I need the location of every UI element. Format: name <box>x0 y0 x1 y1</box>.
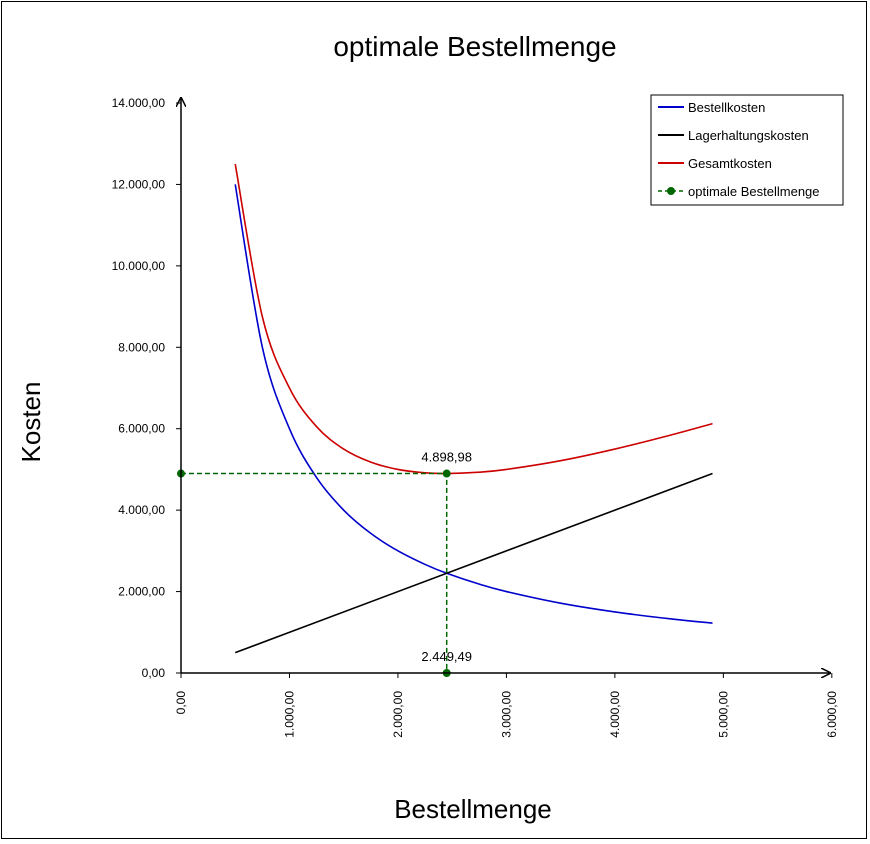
data-label: 2.449,49 <box>421 649 472 664</box>
legend-entry-label: optimale Bestellmenge <box>688 184 820 199</box>
y-axis-ticks: 0,00 2.000,00 4.000,00 6.000,00 8.000,00 10.0… <box>112 96 181 680</box>
series-lagerhaltungskosten-line <box>234 472 713 654</box>
x-axis-ticks: 0,00 1.000,00 2.000,00 3.000,00 4.000,00 5.00… <box>174 673 839 738</box>
x-tick-label: 2.000,00 <box>391 691 405 738</box>
y-tick-label: 2.000,00 <box>118 585 165 599</box>
series-optimale-bestellmenge-line <box>181 472 448 673</box>
legend-box <box>650 94 844 206</box>
y-tick-label: 0,00 <box>142 666 166 680</box>
x-tick-label: 4.000,00 <box>608 691 622 738</box>
chart-title: optimale Bestellmenge <box>333 31 616 62</box>
legend-marker <box>667 187 675 195</box>
y-tick-label: 10.000,00 <box>112 259 166 273</box>
y-tick-label: 12.000,00 <box>112 177 166 191</box>
x-tick-label: 1.000,00 <box>282 691 296 738</box>
series-layer <box>177 163 713 677</box>
x-tick-label: 3.000,00 <box>499 691 513 738</box>
series-gesamtkosten-line <box>234 163 713 475</box>
legend-entry-label: Lagerhaltungskosten <box>688 128 809 143</box>
series-bestellkosten-line <box>234 184 713 624</box>
optimal-point-marker <box>442 469 451 478</box>
legend-entry-label: Bestellkosten <box>688 100 765 115</box>
annotations: 4.898,98 2.449,49 <box>421 450 472 664</box>
x-tick-label: 5.000,00 <box>716 691 730 738</box>
y-tick-label: 8.000,00 <box>118 340 165 354</box>
y-tick-label: 14.000,00 <box>112 96 166 110</box>
x-axis-title: Bestellmenge <box>394 794 552 824</box>
data-label: 4.898,98 <box>421 450 472 465</box>
y-tick-label: 6.000,00 <box>118 422 165 436</box>
y-tick-label: 4.000,00 <box>118 503 165 517</box>
y-axis-title: Kosten <box>16 382 46 463</box>
legend-entry-label: Gesamtkosten <box>688 156 772 171</box>
legend: Bestellkosten Lagerhaltungskosten Gesamtko… <box>650 94 844 206</box>
x-tick-label: 6.000,00 <box>825 691 839 738</box>
x-tick-label: 0,00 <box>174 691 188 715</box>
